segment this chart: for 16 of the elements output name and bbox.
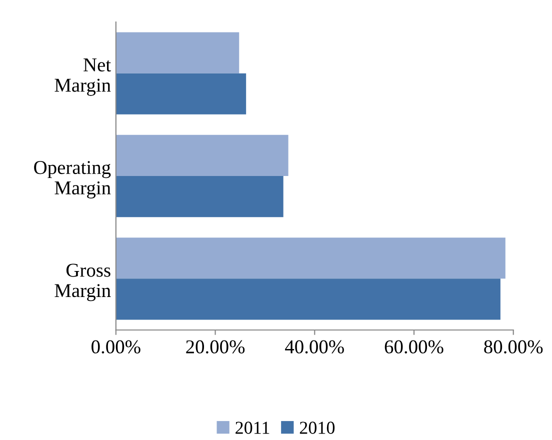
bar [116,73,246,114]
x-tick-label: 20.00% [186,340,245,354]
legend-label: 2010 [300,422,335,434]
bar [116,278,500,320]
x-tick-label: 60.00% [384,340,444,354]
legend-label: 2011 [236,422,270,434]
bar [116,238,506,279]
x-tick-label: 40.00% [285,340,344,354]
bar [116,32,240,74]
x-tick-label: 80.00% [484,340,543,354]
y-tick-label: Gross Margin [54,264,111,302]
bar [116,176,284,218]
y-tick-label: Net Margin [54,58,111,96]
x-tick-label: 0.00% [92,340,140,354]
y-tick-label: Operating Margin [34,161,111,198]
bar [116,134,288,176]
